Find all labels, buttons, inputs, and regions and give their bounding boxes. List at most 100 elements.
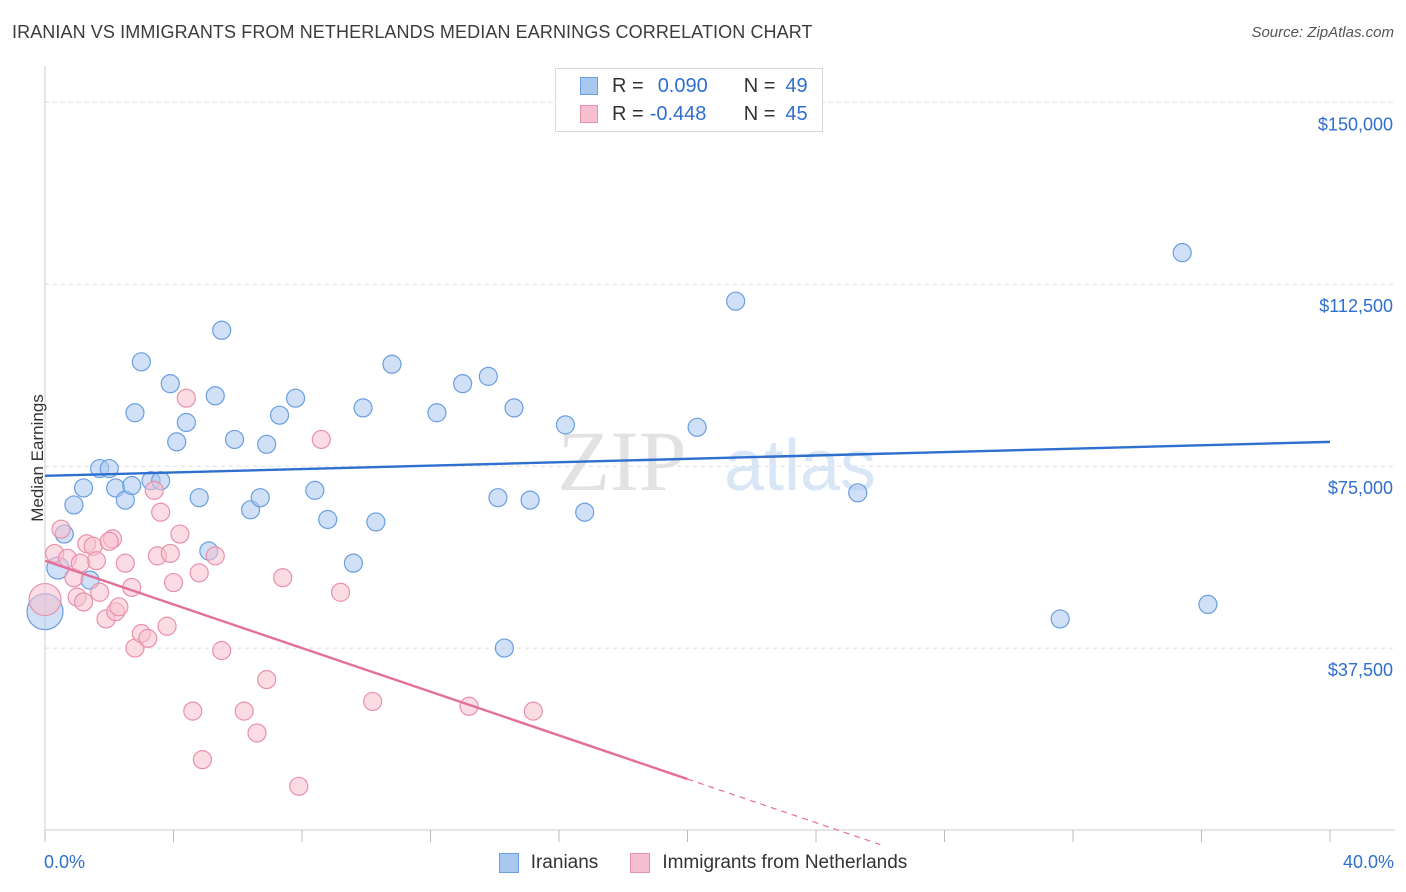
point-iranians (343, 553, 363, 573)
point-netherlands (330, 582, 351, 602)
point-iranians (269, 405, 290, 425)
point-netherlands (144, 480, 164, 500)
point-iranians (167, 432, 187, 452)
point-iranians (366, 512, 386, 532)
point-netherlands (51, 519, 71, 539)
point-iranians (520, 490, 540, 510)
legend-r-value: 0.090 (657, 74, 708, 97)
y-tick-label: $112,500 (1319, 296, 1393, 316)
legend-n-value: 45 (785, 102, 808, 125)
point-iranians (1198, 594, 1218, 615)
point-netherlands (257, 669, 277, 690)
point-netherlands (247, 723, 267, 743)
point-netherlands (189, 563, 209, 583)
legend-n-value: 49 (785, 74, 808, 97)
point-iranians (205, 386, 225, 406)
point-iranians (160, 374, 180, 394)
point-iranians (176, 412, 196, 433)
point-iranians (478, 366, 498, 386)
series-swatch-iranians (498, 853, 519, 873)
point-iranians (453, 374, 473, 394)
point-netherlands (205, 546, 225, 566)
series-legend: Iranians Immigrants from Netherlands (0, 852, 1406, 874)
legend-n-label: N = (743, 102, 776, 125)
point-iranians (504, 398, 524, 418)
x-tick-min: 0.0% (44, 852, 86, 872)
point-netherlands (109, 597, 129, 617)
trend-line-iranians (44, 440, 1331, 478)
point-iranians (848, 483, 868, 503)
point-iranians (488, 488, 508, 508)
legend-row-netherlands: R = -0.448 N = 45 (580, 101, 812, 127)
point-iranians (131, 352, 151, 372)
point-iranians (257, 434, 277, 454)
point-iranians (494, 638, 514, 658)
point-iranians (305, 480, 325, 500)
series-legend-netherlands: Immigrants from Netherlands (630, 852, 907, 874)
y-tick-label: $37,500 (1328, 660, 1393, 680)
y-tick-label: $150,000 (1318, 114, 1393, 134)
point-iranians (353, 398, 373, 418)
chart-title: IRANIAN VS IMMIGRANTS FROM NETHERLANDS M… (12, 22, 813, 42)
point-netherlands (115, 553, 135, 573)
point-netherlands (183, 701, 203, 721)
point-netherlands (86, 551, 107, 571)
point-netherlands (459, 696, 479, 716)
point-iranians (382, 354, 402, 374)
point-netherlands (523, 701, 543, 721)
point-netherlands (192, 750, 213, 770)
point-netherlands (212, 640, 232, 661)
point-iranians (1050, 609, 1070, 629)
point-netherlands (163, 572, 184, 593)
y-tick-label: $75,000 (1328, 478, 1393, 498)
point-iranians (318, 509, 338, 530)
point-iranians (687, 417, 707, 437)
point-netherlands (99, 531, 119, 551)
point-netherlands (170, 524, 190, 544)
series-swatch-netherlands (630, 853, 651, 873)
point-iranians (575, 502, 595, 522)
trend-line-netherlands (44, 559, 688, 781)
point-netherlands (157, 616, 177, 636)
point-netherlands (289, 776, 309, 796)
series-label-iranians: Iranians (530, 852, 599, 873)
point-iranians (726, 291, 746, 311)
point-netherlands (160, 543, 180, 564)
legend-row-iranians: R = 0.090 N = 49 (580, 73, 812, 99)
point-netherlands (151, 502, 171, 522)
point-iranians (427, 403, 447, 423)
y-axis-label: Median Earnings (28, 394, 47, 522)
point-iranians (212, 320, 232, 340)
point-iranians (73, 478, 94, 498)
point-netherlands (363, 691, 383, 712)
point-iranians (125, 403, 145, 423)
point-iranians (224, 429, 245, 450)
point-netherlands (73, 592, 94, 612)
point-netherlands (311, 429, 331, 450)
point-netherlands (273, 568, 293, 588)
point-netherlands (138, 628, 158, 648)
legend-r-value: -0.448 (649, 102, 707, 125)
legend-swatch-iranians (580, 77, 598, 95)
point-iranians (1172, 243, 1192, 263)
point-iranians (250, 488, 270, 508)
source-label: Source: ZipAtlas.com (1251, 24, 1394, 41)
point-netherlands (234, 701, 254, 721)
trend-line-extension-netherlands (687, 778, 881, 846)
point-iranians (189, 488, 209, 508)
point-iranians (285, 388, 306, 408)
legend-r-label: R = (612, 74, 644, 97)
point-netherlands (176, 388, 196, 408)
point-netherlands (90, 582, 110, 602)
correlation-legend: R = 0.090 N = 49 R = -0.448 N = 45 (555, 68, 823, 132)
legend-r-label: R = (612, 102, 644, 125)
point-iranians (555, 415, 576, 435)
legend-n-label: N = (743, 74, 776, 97)
legend-swatch-netherlands (580, 105, 598, 123)
point-netherlands (28, 582, 62, 617)
x-tick-max: 40.0% (1342, 852, 1394, 872)
series-label-netherlands: Immigrants from Netherlands (662, 852, 908, 873)
point-iranians (122, 475, 142, 496)
series-legend-iranians: Iranians (498, 852, 599, 874)
